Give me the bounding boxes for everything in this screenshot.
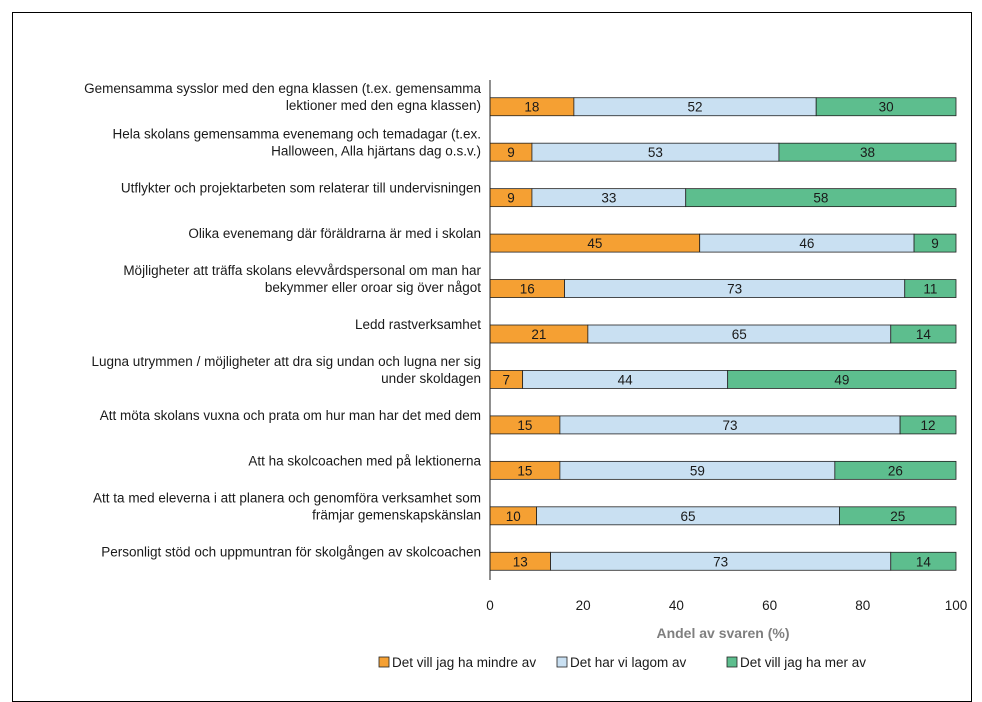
category-label: Olika evenemang där föräldrarna är med i… (188, 226, 481, 241)
bar-value-label: 58 (813, 191, 828, 206)
bar-value-label: 38 (860, 145, 875, 160)
bar-value-label: 65 (681, 509, 696, 524)
x-tick-label: 60 (762, 598, 777, 613)
bar-value-label: 7 (503, 372, 511, 387)
bar-segment (685, 188, 957, 208)
bar-segment (899, 415, 957, 435)
category-label: Möjligheter att träffa skolans elevvårds… (123, 263, 481, 278)
legend-swatch (378, 656, 390, 668)
bar-value-label: 52 (688, 100, 703, 115)
bar-segment (727, 370, 957, 389)
category-label: Att möta skolans vuxna och prata om hur … (100, 408, 481, 423)
bar-segment (839, 506, 957, 526)
chart-frame (12, 12, 972, 702)
bar-segment (890, 551, 957, 571)
bar-value-label: 33 (601, 191, 616, 206)
bar-value-label: 21 (531, 327, 546, 342)
category-label: Gemensamma sysslor med den egna klassen … (84, 81, 481, 96)
bar-value-label: 46 (799, 236, 814, 251)
bar-value-label: 30 (879, 100, 894, 115)
x-tick-label: 100 (945, 598, 968, 613)
legend-entry: Det vill jag ha mindre av (392, 655, 536, 670)
bar-value-label: 49 (834, 372, 849, 387)
legend-swatch (726, 656, 738, 668)
legend-entry: Det vill jag ha mer av (740, 655, 866, 670)
bar-segment (834, 460, 957, 480)
bar-segment (904, 279, 957, 298)
bar-value-label: 65 (732, 327, 747, 342)
stacked-bar-chart: 18 52 30 Gemensamma sysslor med den egna kl… (84, 80, 968, 670)
category-label: Lugna utrymmen / möjligheter att dra sig… (92, 354, 481, 369)
category-label: bekymmer eller oroar sig över något (265, 280, 481, 295)
x-tick-label: 80 (855, 598, 870, 613)
bar-value-label: 9 (507, 191, 515, 206)
bar-value-label: 14 (916, 327, 932, 342)
category-label: Personligt stöd och uppmuntran för skolg… (101, 544, 481, 559)
category-label: Utflykter och projektarbeten som relater… (121, 181, 481, 196)
category-label: Att ta med eleverna i att planera och ge… (93, 490, 481, 505)
bar-segment (815, 97, 957, 117)
category-label: under skoldagen (381, 371, 481, 386)
x-tick-label: 20 (576, 598, 591, 613)
legend-swatch (556, 656, 568, 668)
x-tick-label: 40 (669, 598, 684, 613)
category-label: Hela skolans gemensamma evenemang och te… (113, 127, 481, 142)
bar-value-label: 44 (618, 372, 634, 387)
bar-value-label: 18 (524, 100, 539, 115)
bar-value-label: 14 (916, 554, 932, 569)
category-label: Halloween, Alla hjärtans dag o.s.v.) (271, 144, 481, 159)
category-label: främjar gemenskapskänslan (312, 507, 481, 522)
legend-entry: Det har vi lagom av (570, 655, 687, 670)
bar-value-label: 73 (727, 282, 742, 297)
bar-value-label: 59 (690, 463, 705, 478)
bar-value-label: 11 (923, 282, 937, 297)
category-label: lektioner med den egna klassen) (286, 98, 481, 113)
bar-value-label: 25 (890, 509, 905, 524)
x-tick-label: 0 (486, 598, 494, 613)
bar-value-label: 45 (587, 236, 602, 251)
bar-segment (890, 324, 957, 344)
bar-segment (913, 233, 957, 253)
category-label: Ledd rastverksamhet (355, 317, 481, 332)
bar-value-label: 73 (713, 554, 728, 569)
bar-value-label: 10 (506, 509, 521, 524)
bar-segment (778, 142, 957, 162)
bar-value-label: 13 (513, 554, 528, 569)
bar-value-label: 53 (648, 145, 663, 160)
category-label: Att ha skolcoachen med på lektionerna (248, 453, 481, 468)
bar-value-label: 16 (520, 282, 535, 297)
x-axis-title: Andel av svaren (%) (656, 625, 789, 641)
bar-value-label: 9 (931, 236, 939, 251)
bar-value-label: 15 (517, 463, 532, 478)
bar-value-label: 26 (888, 463, 903, 478)
bar-value-label: 15 (517, 418, 532, 433)
bar-value-label: 12 (921, 418, 936, 433)
bar-value-label: 9 (507, 145, 515, 160)
bar-value-label: 73 (722, 418, 737, 433)
